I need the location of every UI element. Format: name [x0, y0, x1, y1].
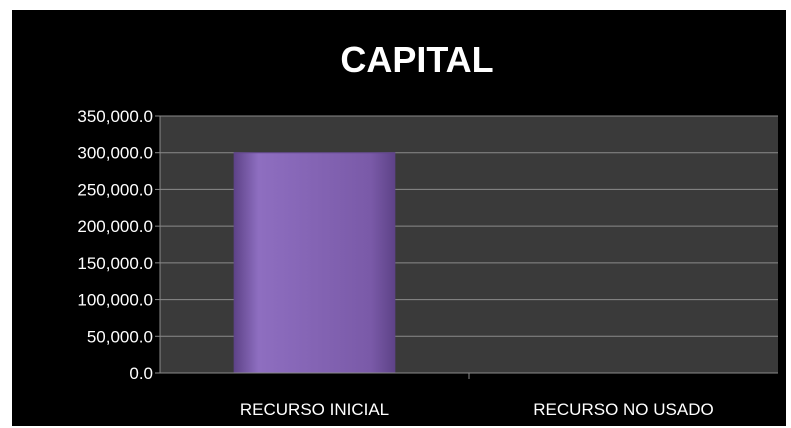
- x-category-label: RECURSO INICIAL: [240, 400, 389, 419]
- y-tick-label: 250,000.0: [77, 180, 153, 199]
- y-tick-label: 300,000.0: [77, 144, 153, 163]
- y-tick-label: 50,000.0: [87, 327, 153, 346]
- y-tick-labels: 0.0 50,000.0 100,000.0 150,000.0 200,000.0 25…: [77, 107, 153, 383]
- bar-0: [233, 152, 396, 374]
- y-tick-label: 150,000.0: [77, 254, 153, 273]
- bar-chart: CAPITAL 0.0 50,000.0 100,000.0 150,000.0 200…: [77, 39, 778, 419]
- y-tick-label: 200,000.0: [77, 217, 153, 236]
- y-tick-label: 0.0: [129, 364, 153, 383]
- bars: [233, 152, 396, 374]
- x-category-labels: RECURSO INICIAL RECURSO NO USADO: [240, 400, 714, 419]
- axes: [159, 116, 778, 379]
- x-category-label: RECURSO NO USADO: [533, 400, 713, 419]
- y-tick-label: 100,000.0: [77, 291, 153, 310]
- chart-frame: CAPITAL 0.0 50,000.0 100,000.0 150,000.0 200…: [12, 10, 786, 426]
- chart-title: CAPITAL: [340, 39, 493, 80]
- y-tick-label: 350,000.0: [77, 107, 153, 126]
